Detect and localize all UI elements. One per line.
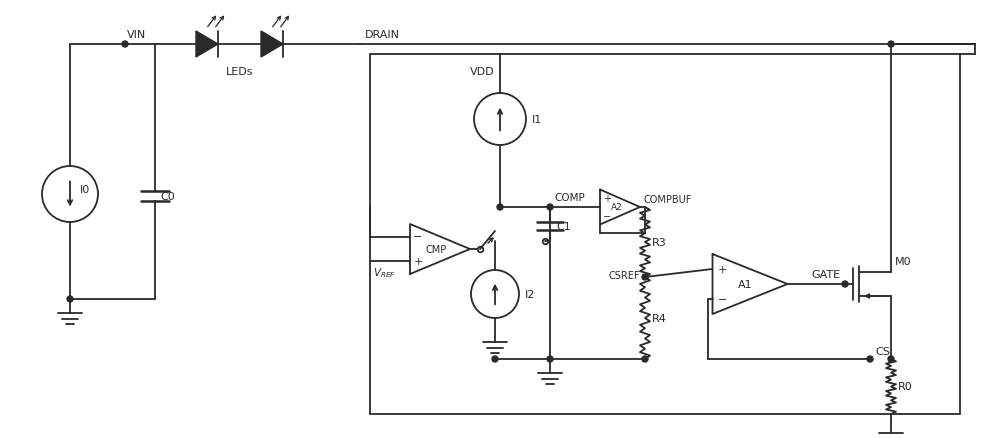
Text: −: − — [603, 211, 611, 221]
Circle shape — [888, 356, 894, 362]
Text: $V_{REF}$: $V_{REF}$ — [373, 265, 396, 279]
Text: GATE: GATE — [811, 269, 840, 279]
Text: VIN: VIN — [127, 30, 146, 40]
Text: LEDs: LEDs — [226, 67, 254, 77]
Text: COMPBUF: COMPBUF — [643, 194, 691, 205]
Circle shape — [888, 42, 894, 48]
Circle shape — [642, 274, 648, 280]
Text: −: − — [718, 294, 727, 304]
Circle shape — [842, 281, 848, 287]
Polygon shape — [196, 32, 218, 58]
Text: A1: A1 — [738, 279, 752, 290]
Text: R4: R4 — [652, 313, 667, 323]
Text: C1: C1 — [556, 222, 571, 231]
Text: I2: I2 — [525, 290, 535, 299]
Text: CMP: CMP — [425, 244, 447, 254]
Text: CS: CS — [875, 346, 890, 356]
Text: I0: I0 — [80, 184, 90, 194]
Text: DRAIN: DRAIN — [365, 30, 400, 40]
Text: −: − — [413, 232, 423, 242]
Polygon shape — [261, 32, 283, 58]
Text: R3: R3 — [652, 237, 667, 247]
Text: A2: A2 — [611, 203, 623, 212]
Circle shape — [867, 356, 873, 362]
Circle shape — [497, 205, 503, 211]
Text: +: + — [718, 265, 727, 274]
Bar — [370, 55, 960, 414]
Text: CSREF: CSREF — [608, 270, 640, 280]
Text: I1: I1 — [532, 115, 542, 125]
Text: R0: R0 — [898, 381, 913, 392]
Text: VDD: VDD — [470, 67, 495, 77]
Circle shape — [492, 356, 498, 362]
Circle shape — [67, 297, 73, 302]
Circle shape — [547, 356, 553, 362]
Circle shape — [642, 356, 648, 362]
Text: M0: M0 — [895, 256, 912, 266]
Text: COMP: COMP — [554, 193, 585, 202]
Text: +: + — [413, 257, 423, 267]
Text: C0: C0 — [160, 191, 175, 201]
Circle shape — [122, 42, 128, 48]
Text: +: + — [603, 194, 611, 204]
Circle shape — [547, 205, 553, 211]
